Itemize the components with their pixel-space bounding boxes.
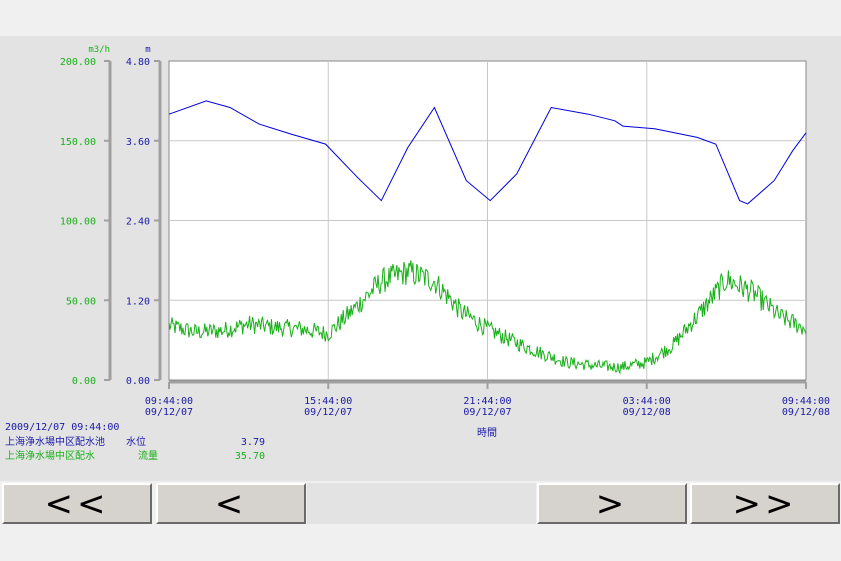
level-tick-label: 1.20	[126, 296, 150, 307]
level-value: 3.79	[240, 437, 265, 448]
flow-value: 35.70	[234, 451, 265, 462]
nav-spacer	[307, 483, 536, 524]
level-tick-label: 2.40	[126, 217, 150, 228]
x-axis-title: 時間	[477, 427, 497, 439]
x-tick-time-label: 09:44:00	[145, 396, 193, 407]
flow-tick-label: 100.00	[60, 217, 96, 228]
bottom-bar	[0, 524, 841, 561]
prev-page-button[interactable]: <	[156, 483, 306, 524]
next-page-button[interactable]: >	[537, 483, 687, 524]
x-tick-date-label: 09/12/07	[463, 407, 511, 418]
level-tick-label: 3.60	[126, 137, 150, 148]
flow-unit-label: m3/h	[88, 45, 110, 55]
x-tick-date-label: 09/12/08	[782, 407, 830, 418]
level-series-line	[168, 100, 807, 205]
x-tick-time-label: 21:44:00	[463, 396, 511, 407]
trend-chart: 200.00 4.80 150.00 3.60 100.00 2.40 50.00 1.20 0…	[60, 45, 830, 439]
first-page-button[interactable]: <<	[2, 483, 152, 524]
x-tick-time-label: 09:44:00	[782, 396, 830, 407]
flow-series-line	[168, 260, 807, 375]
level-tick-label: 4.80	[126, 57, 150, 68]
level-tick-label: 0.00	[126, 376, 150, 387]
x-tick-time-label: 03:44:00	[623, 396, 671, 407]
flow-tick-label: 150.00	[60, 137, 96, 148]
flow-station-label: 上海浄水場中区配水	[5, 451, 95, 462]
flow-tick-label: 200.00	[60, 57, 96, 68]
flow-item-label: 流量	[138, 451, 158, 462]
x-tick-date-label: 09/12/07	[145, 407, 193, 418]
level-station-label: 上海浄水場中区配水池	[5, 437, 105, 448]
x-tick-time-label: 15:44:00	[304, 396, 352, 407]
level-unit-label: m	[145, 45, 150, 55]
level-item-label: 水位	[126, 437, 146, 448]
cursor-datetime: 2009/12/07 09:44:00	[5, 422, 120, 433]
top-bar	[0, 0, 841, 36]
flow-tick-label: 50.00	[66, 296, 96, 307]
flow-tick-label: 0.00	[72, 376, 96, 387]
x-tick-date-label: 09/12/08	[623, 407, 671, 418]
x-tick-date-label: 09/12/07	[304, 407, 352, 418]
last-page-button[interactable]: >>	[690, 483, 840, 524]
